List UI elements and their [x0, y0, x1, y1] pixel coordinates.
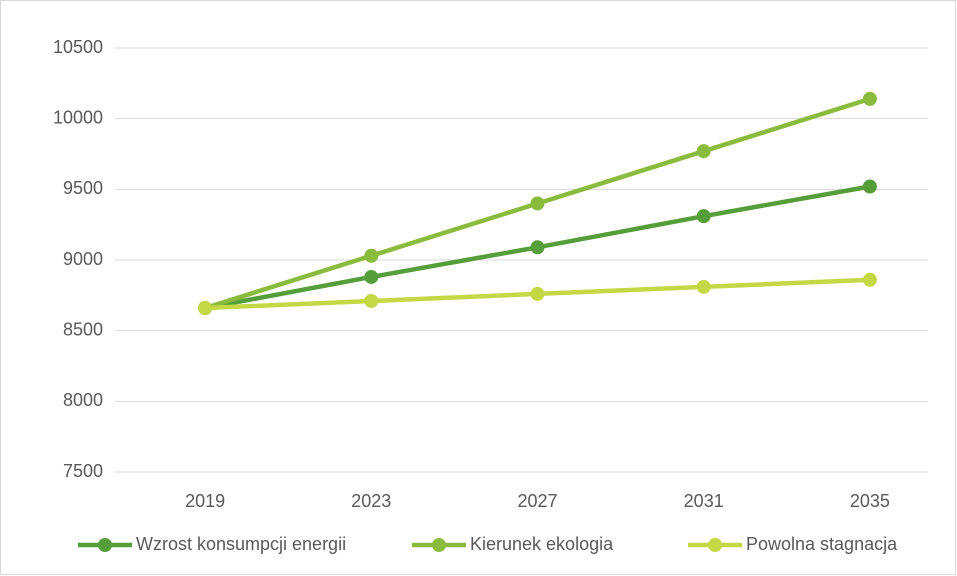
- series-point: [862, 91, 877, 106]
- series-point: [364, 269, 379, 284]
- y-tick-label: 7500: [63, 461, 103, 481]
- series-point: [696, 144, 711, 159]
- y-tick-label: 8500: [63, 319, 103, 339]
- x-tick-label: 2019: [185, 491, 225, 511]
- y-tick-label: 9000: [63, 249, 103, 269]
- legend-label: Wzrost konsumpcji energii: [136, 534, 346, 554]
- series-point: [530, 286, 545, 301]
- series-point: [862, 272, 877, 287]
- series-point: [198, 301, 213, 316]
- series-point: [696, 209, 711, 224]
- legend-label: Kierunek ekologia: [470, 534, 614, 554]
- series-point: [862, 179, 877, 194]
- y-tick-label: 8000: [63, 390, 103, 410]
- legend-marker: [708, 538, 722, 552]
- series-point: [530, 196, 545, 211]
- series-point: [364, 248, 379, 263]
- x-tick-label: 2027: [517, 491, 557, 511]
- series-point: [364, 293, 379, 308]
- legend-marker: [432, 538, 446, 552]
- y-tick-label: 10500: [53, 37, 103, 57]
- series-point: [696, 279, 711, 294]
- series-point: [530, 240, 545, 255]
- y-tick-label: 9500: [63, 178, 103, 198]
- y-tick-label: 10000: [53, 107, 103, 127]
- legend-marker: [98, 538, 112, 552]
- x-tick-label: 2023: [351, 491, 391, 511]
- legend-label: Powolna stagnacja: [746, 534, 898, 554]
- x-tick-label: 2035: [850, 491, 890, 511]
- x-tick-label: 2031: [684, 491, 724, 511]
